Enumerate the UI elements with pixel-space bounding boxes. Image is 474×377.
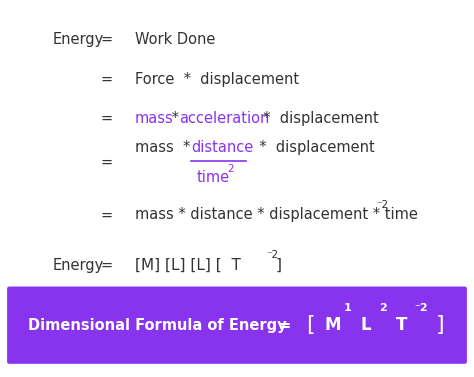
Text: [: [	[306, 315, 314, 335]
FancyBboxPatch shape	[7, 287, 467, 364]
Text: mass: mass	[135, 111, 174, 126]
Text: =: =	[100, 32, 113, 47]
Text: Energy: Energy	[52, 32, 103, 47]
Text: 2: 2	[379, 303, 387, 313]
Text: *: *	[167, 111, 184, 126]
Text: *  displacement: * displacement	[250, 139, 375, 155]
Text: T: T	[396, 316, 407, 334]
Text: *  displacement: * displacement	[254, 111, 378, 126]
Text: Dimensional Formula of Energy: Dimensional Formula of Energy	[28, 318, 287, 333]
Text: Work Done: Work Done	[135, 32, 216, 47]
Text: mass  *: mass *	[135, 139, 195, 155]
Text: =: =	[100, 258, 113, 273]
Text: L: L	[360, 316, 371, 334]
Text: distance: distance	[191, 139, 253, 155]
Text: 1: 1	[344, 303, 351, 313]
Text: ⁻2: ⁻2	[376, 201, 388, 210]
Text: Force  *  displacement: Force * displacement	[135, 72, 299, 87]
Text: ⁻2: ⁻2	[414, 303, 428, 313]
Text: [M] [L] [L] [  T: [M] [L] [L] [ T	[135, 258, 241, 273]
Text: time: time	[197, 170, 230, 185]
Text: =: =	[100, 111, 113, 126]
Text: Energy: Energy	[52, 258, 103, 273]
Text: ]: ]	[275, 258, 282, 273]
Text: =: =	[100, 155, 113, 170]
Text: 2: 2	[227, 164, 234, 174]
Text: =: =	[100, 72, 113, 87]
Text: =: =	[100, 207, 113, 222]
Text: =: =	[278, 318, 291, 333]
Text: M: M	[325, 316, 341, 334]
Text: acceleration: acceleration	[179, 111, 269, 126]
Text: mass * distance * displacement * time: mass * distance * displacement * time	[135, 207, 418, 222]
Text: ]: ]	[436, 315, 445, 335]
Text: ⁻2: ⁻2	[266, 250, 278, 260]
